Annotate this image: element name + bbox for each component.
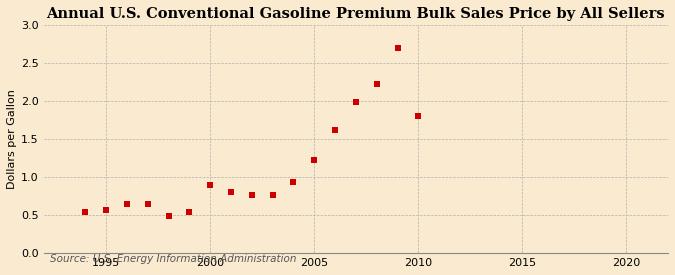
Point bbox=[101, 208, 111, 212]
Point bbox=[122, 202, 132, 207]
Point bbox=[246, 192, 257, 197]
Point bbox=[350, 100, 361, 104]
Title: Annual U.S. Conventional Gasoline Premium Bulk Sales Price by All Sellers: Annual U.S. Conventional Gasoline Premiu… bbox=[47, 7, 665, 21]
Point bbox=[371, 82, 382, 86]
Y-axis label: Dollars per Gallon: Dollars per Gallon bbox=[7, 89, 17, 189]
Point bbox=[413, 114, 424, 119]
Point bbox=[309, 158, 320, 163]
Point bbox=[225, 190, 236, 194]
Point bbox=[288, 180, 299, 185]
Point bbox=[184, 210, 195, 214]
Point bbox=[142, 202, 153, 207]
Point bbox=[267, 192, 278, 197]
Point bbox=[392, 46, 403, 51]
Point bbox=[329, 128, 340, 132]
Text: Source: U.S. Energy Information Administration: Source: U.S. Energy Information Administ… bbox=[50, 254, 296, 264]
Point bbox=[80, 210, 90, 214]
Point bbox=[205, 183, 215, 187]
Point bbox=[163, 214, 174, 218]
